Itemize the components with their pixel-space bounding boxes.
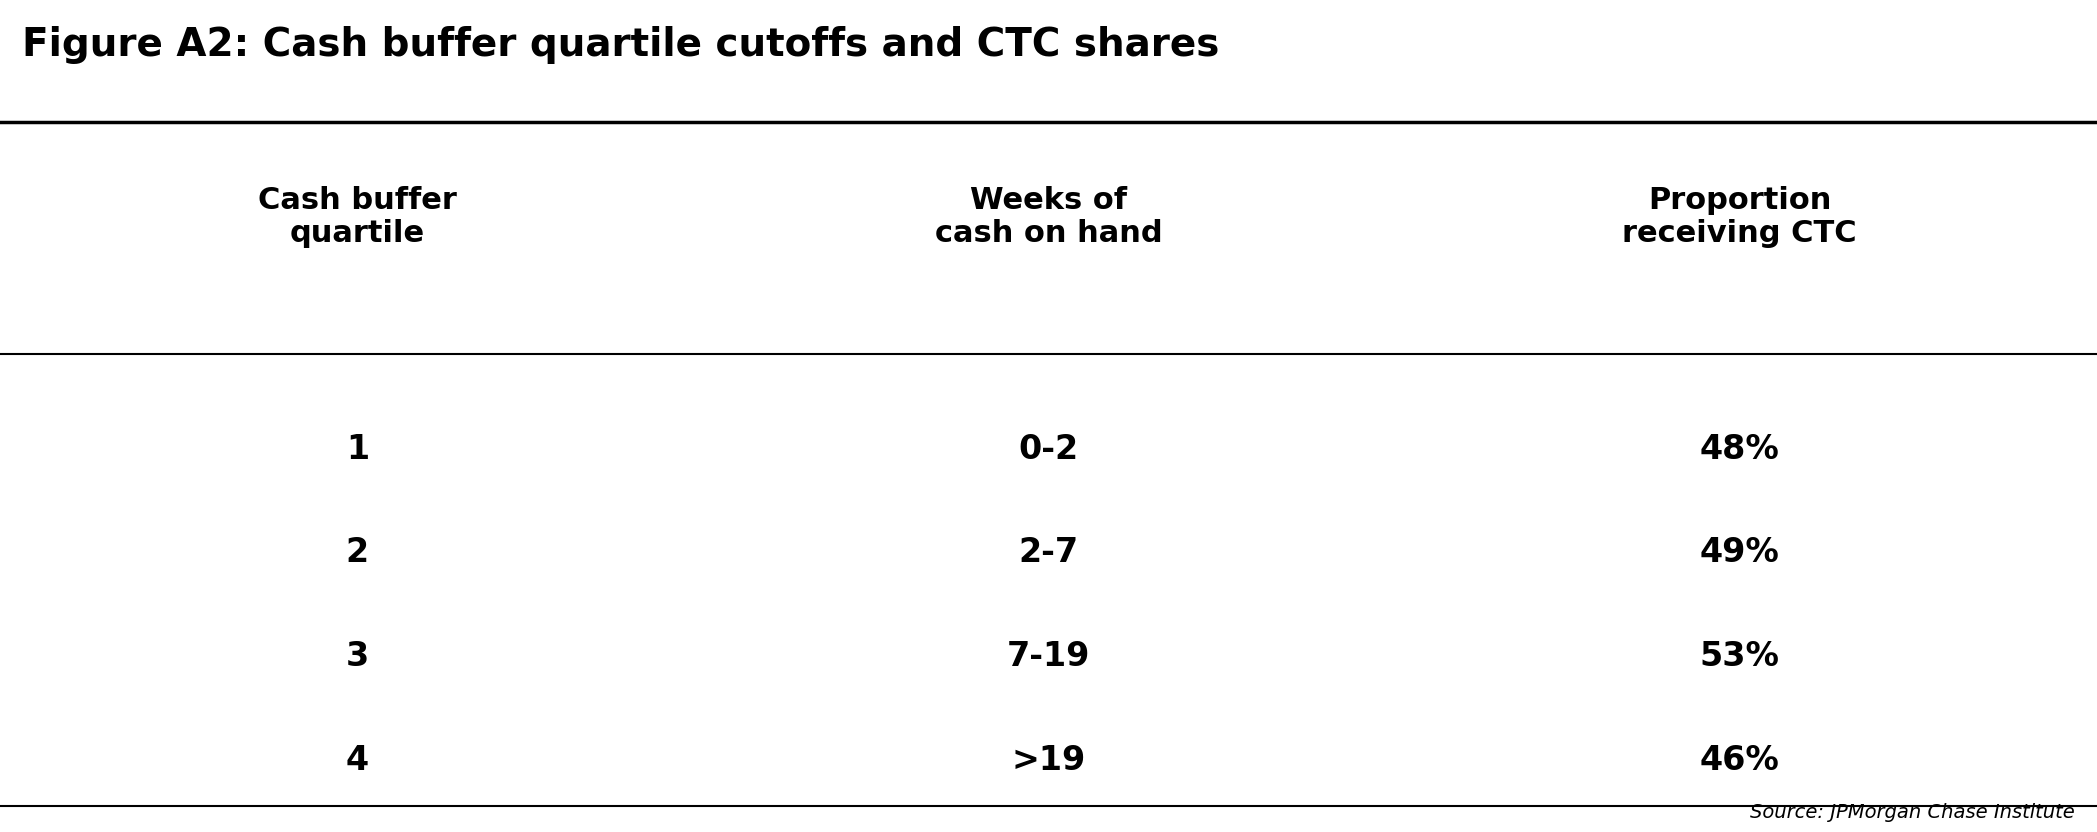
Text: >19: >19 [1011,744,1086,776]
Text: 48%: 48% [1701,433,1780,466]
Text: 2: 2 [346,537,369,569]
Text: Proportion
receiving CTC: Proportion receiving CTC [1623,186,1858,248]
Text: 2-7: 2-7 [1019,537,1078,569]
Text: 3: 3 [346,640,369,673]
Text: 7-19: 7-19 [1007,640,1090,673]
Text: 0-2: 0-2 [1019,433,1078,466]
Text: 46%: 46% [1701,744,1780,776]
Text: Weeks of
cash on hand: Weeks of cash on hand [935,186,1162,248]
Text: Cash buffer
quartile: Cash buffer quartile [258,186,457,248]
Text: 1: 1 [346,433,369,466]
Text: 53%: 53% [1701,640,1780,673]
Text: Figure A2: Cash buffer quartile cutoffs and CTC shares: Figure A2: Cash buffer quartile cutoffs … [23,27,1220,64]
Text: 4: 4 [346,744,369,776]
Text: Source: JPMorgan Chase Institute: Source: JPMorgan Chase Institute [1749,804,2074,822]
Text: 49%: 49% [1701,537,1780,569]
